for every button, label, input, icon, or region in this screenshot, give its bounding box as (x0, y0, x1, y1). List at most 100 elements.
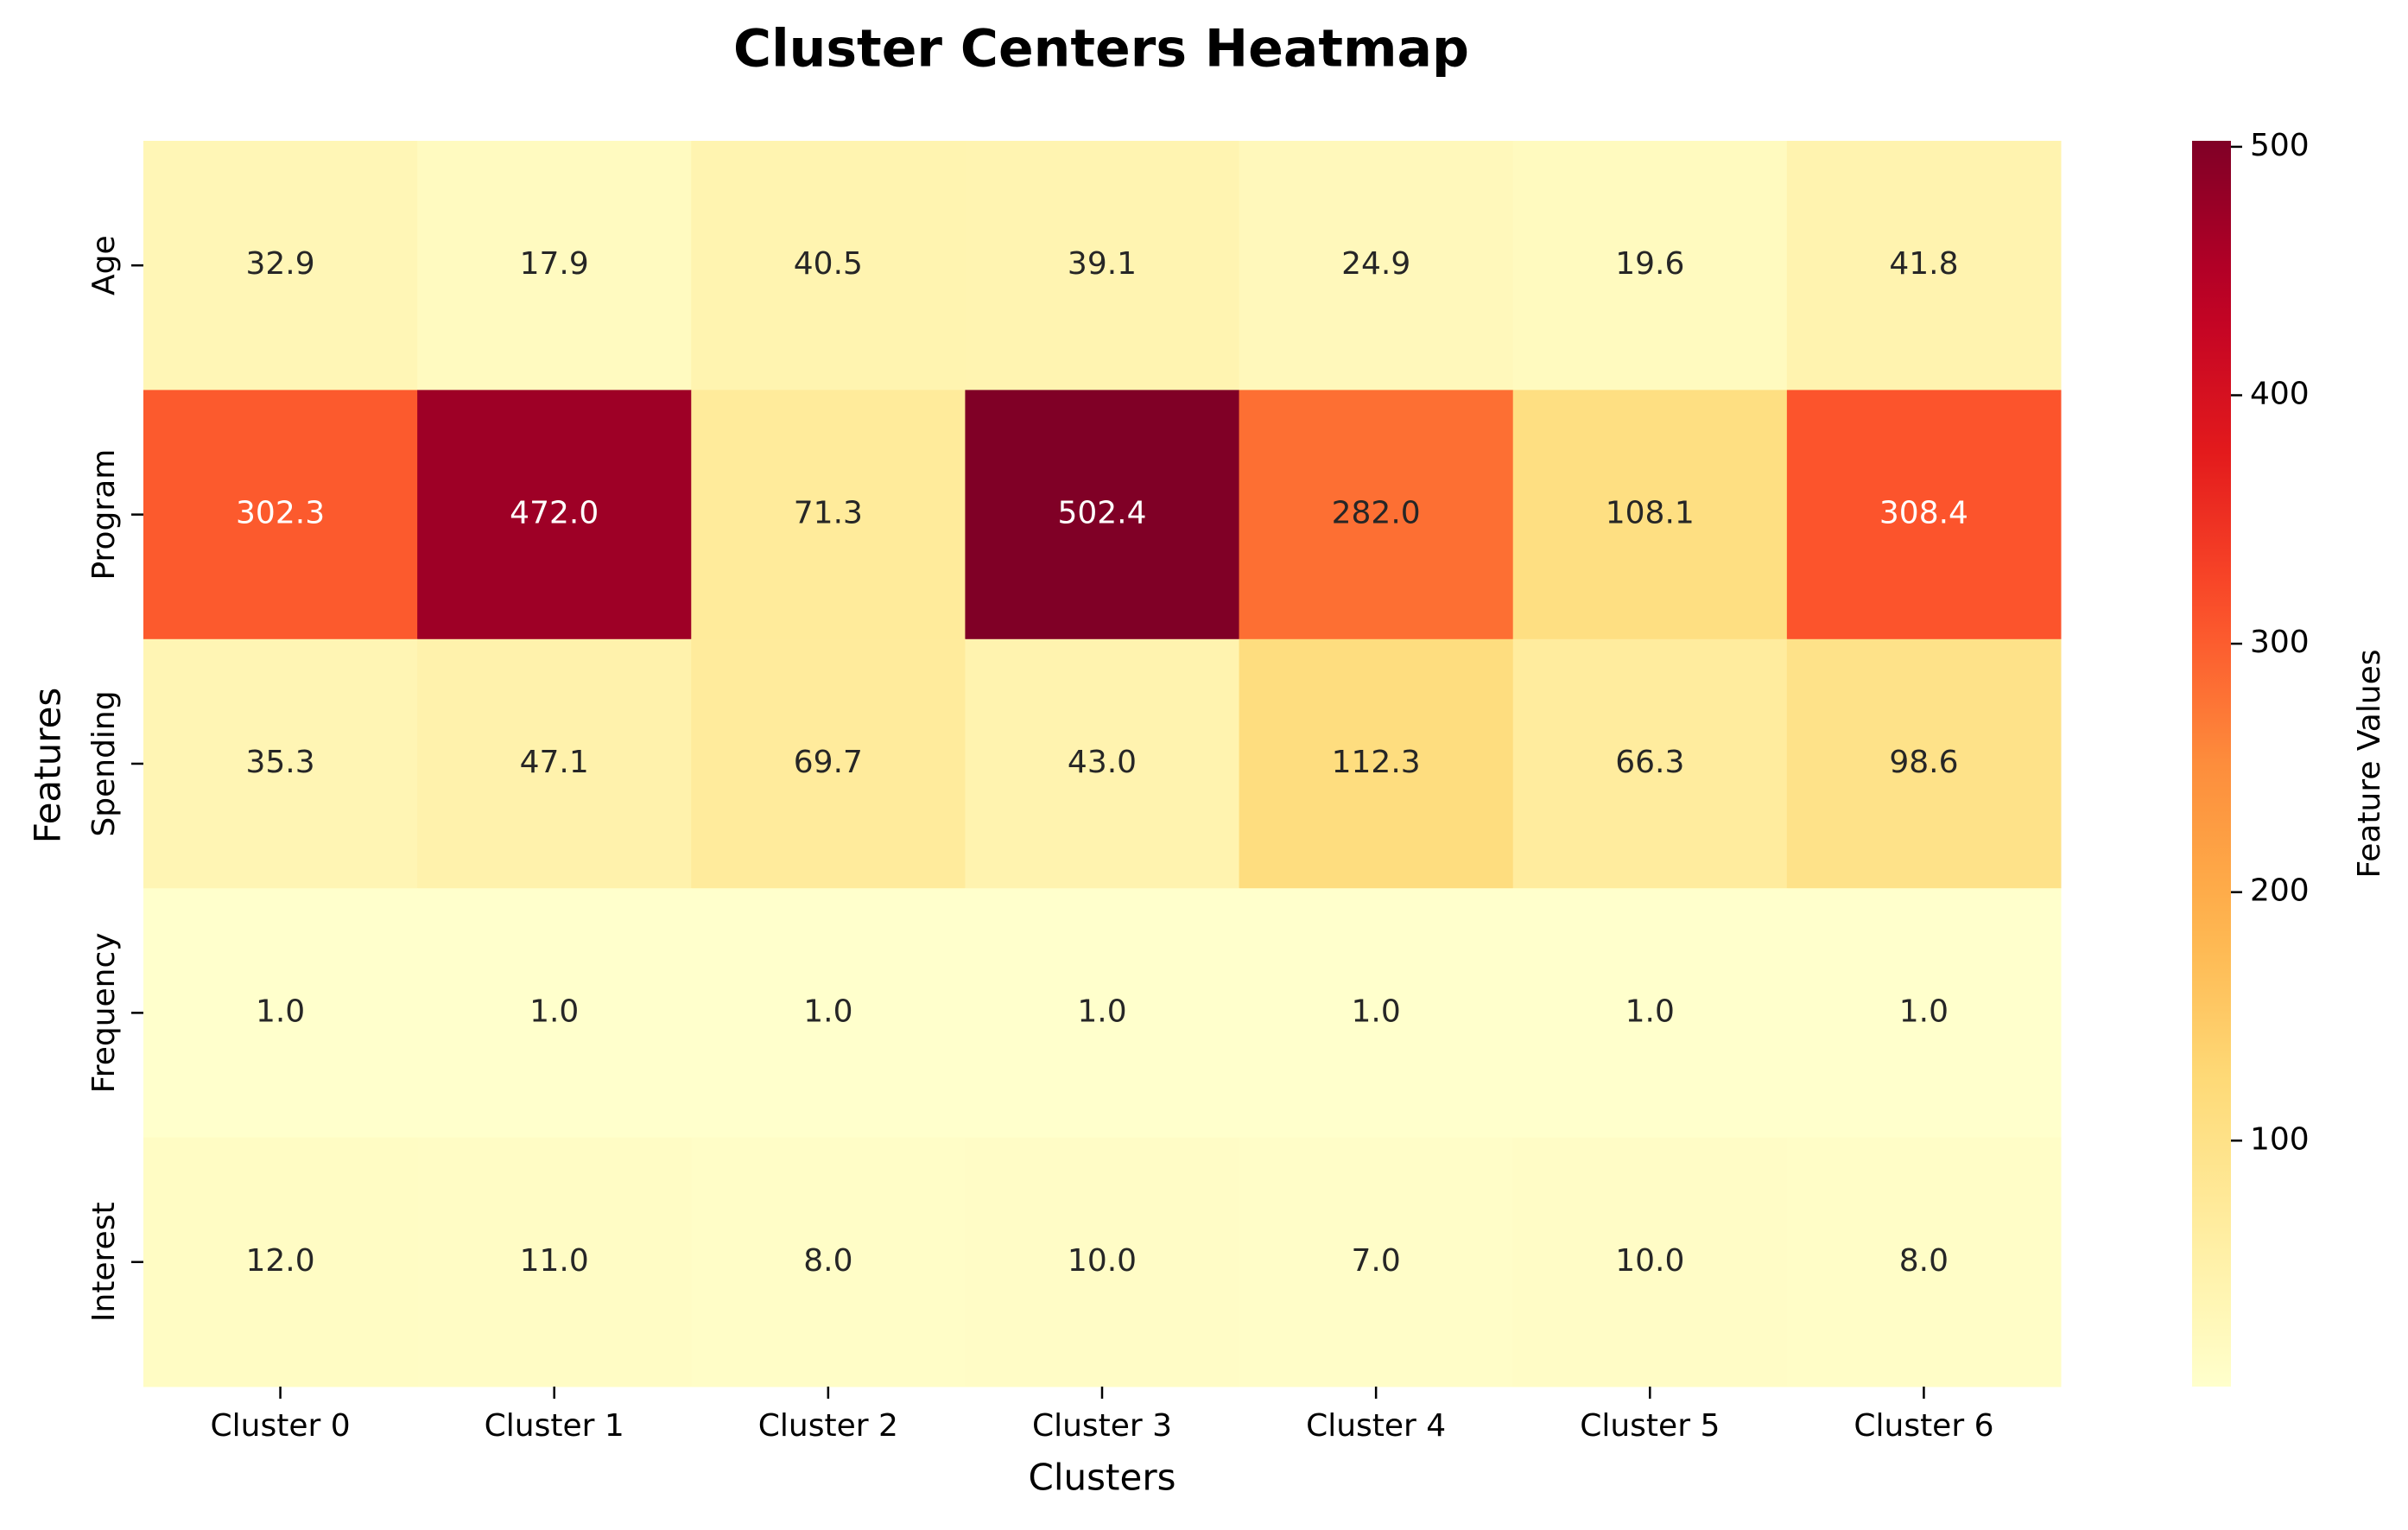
heatmap-cell (143, 390, 418, 640)
heatmap-cell (417, 141, 692, 390)
colorbar-tick-label: 400 (2250, 376, 2310, 411)
colorbar-tick-label: 500 (2250, 128, 2310, 163)
cell-value-label: 1.0 (1899, 994, 1949, 1029)
heatmap-cell (143, 141, 418, 390)
chart-title: Cluster Centers Heatmap (733, 19, 1469, 79)
cell-value-label: 1.0 (1077, 994, 1126, 1029)
heatmap-cell (691, 888, 966, 1139)
cell-value-label: 8.0 (1899, 1243, 1949, 1279)
x-tick-label: Cluster 4 (1306, 1408, 1446, 1444)
cell-value-label: 8.0 (803, 1243, 852, 1279)
heatmap-cell (691, 390, 966, 640)
heatmap-cell (417, 888, 692, 1139)
heatmap-cell (1512, 390, 1788, 640)
cell-value-label: 41.8 (1889, 246, 1958, 282)
heatmap-cell (1512, 638, 1788, 889)
heatmap-cell (417, 638, 692, 889)
heatmap-cell (1786, 390, 2062, 640)
x-tick-label: Cluster 1 (485, 1408, 624, 1444)
x-tick-label: Cluster 5 (1580, 1408, 1720, 1444)
cell-value-label: 98.6 (1889, 745, 1958, 780)
heatmap-cell (1239, 141, 1514, 390)
cell-value-label: 10.0 (1615, 1243, 1684, 1279)
cell-value-label: 472.0 (510, 496, 599, 531)
heatmap-cell (965, 888, 1240, 1139)
colorbar-tick-label: 100 (2250, 1121, 2310, 1157)
y-axis: Age Program Spending Frequency Interest (86, 235, 143, 1322)
cell-value-label: 47.1 (520, 745, 589, 780)
cell-value-label: 43.0 (1068, 745, 1137, 780)
colorbar-gradient (2192, 141, 2231, 1387)
cell-value-label: 1.0 (1625, 994, 1675, 1029)
heatmap-cell (417, 390, 692, 640)
heatmap-cell (1512, 888, 1788, 1139)
heatmap-cell (1786, 141, 2062, 390)
cell-value-label: 35.3 (245, 745, 314, 780)
heatmap-cell (143, 888, 418, 1139)
heatmap-cell (965, 141, 1240, 390)
cell-value-label: 19.6 (1615, 246, 1684, 282)
cell-value-label: 12.0 (245, 1243, 314, 1279)
cell-value-label: 1.0 (803, 994, 852, 1029)
heatmap-cell-labels: 32.9 17.9 40.5 39.1 24.9 19.6 41.8 302.3 472.0 71… (236, 246, 1968, 1279)
colorbar-label: Feature Values (2352, 649, 2387, 878)
heatmap-cell (691, 1137, 966, 1387)
y-tick-label: Program (86, 449, 122, 581)
cell-value-label: 302.3 (236, 496, 325, 531)
cell-value-label: 71.3 (794, 496, 863, 531)
colorbar: 100 200 300 400 500 Feature Values (2192, 128, 2387, 1387)
cell-value-label: 24.9 (1341, 246, 1410, 282)
cell-value-label: 11.0 (520, 1243, 589, 1279)
x-tick-label: Cluster 0 (211, 1408, 351, 1444)
cell-value-label: 17.9 (520, 246, 589, 282)
colorbar-tick-label: 200 (2250, 873, 2310, 909)
heatmap-cell (1786, 888, 2062, 1139)
heatmap-cell (143, 638, 418, 889)
heatmap-cell (1239, 888, 1514, 1139)
heatmap-cell (1239, 638, 1514, 889)
cell-value-label: 7.0 (1352, 1243, 1401, 1279)
cell-value-label: 1.0 (529, 994, 579, 1029)
heatmap-cell (1512, 1137, 1788, 1387)
cell-value-label: 69.7 (794, 745, 863, 780)
y-tick-label: Frequency (86, 932, 122, 1093)
heatmap-cell (1239, 390, 1514, 640)
cell-value-label: 1.0 (1352, 994, 1401, 1029)
heatmap-cell (1786, 638, 2062, 889)
cell-value-label: 32.9 (245, 246, 314, 282)
colorbar-ticks: 100 200 300 400 500 (2231, 128, 2310, 1157)
cell-value-label: 108.1 (1606, 496, 1695, 531)
heatmap-cell (965, 1137, 1240, 1387)
cell-value-label: 502.4 (1057, 496, 1146, 531)
heatmap-cell (1239, 1137, 1514, 1387)
x-tick-label: Cluster 6 (1854, 1408, 1993, 1444)
y-tick-label: Age (86, 235, 122, 295)
heatmap-cell (417, 1137, 692, 1387)
heatmap-cell (1512, 141, 1788, 390)
heatmap-cell (965, 390, 1240, 640)
cell-value-label: 66.3 (1615, 745, 1684, 780)
x-tick-label: Cluster 2 (758, 1408, 898, 1444)
cell-value-label: 282.0 (1332, 496, 1421, 531)
x-axis: Cluster 0 Cluster 1 Cluster 2 Cluster 3 Clus… (211, 1387, 1993, 1444)
cell-value-label: 112.3 (1332, 745, 1421, 780)
y-tick-label: Interest (86, 1202, 122, 1322)
heatmap-cell (965, 638, 1240, 889)
x-axis-label: Clusters (1029, 1457, 1176, 1499)
heatmap-cell (691, 141, 966, 390)
colorbar-tick-label: 300 (2250, 625, 2310, 660)
heatmap-cell (691, 638, 966, 889)
x-tick-label: Cluster 3 (1032, 1408, 1172, 1444)
y-tick-label: Spending (86, 690, 122, 836)
heatmap-cell (143, 1137, 418, 1387)
cell-value-label: 1.0 (256, 994, 305, 1029)
cell-value-label: 308.4 (1879, 496, 1968, 531)
heatmap-cell (1786, 1137, 2062, 1387)
heatmap-cells (143, 141, 2062, 1387)
cell-value-label: 39.1 (1068, 246, 1137, 282)
cell-value-label: 10.0 (1068, 1243, 1137, 1279)
cell-value-label: 40.5 (794, 246, 863, 282)
y-axis-label: Features (27, 688, 69, 844)
